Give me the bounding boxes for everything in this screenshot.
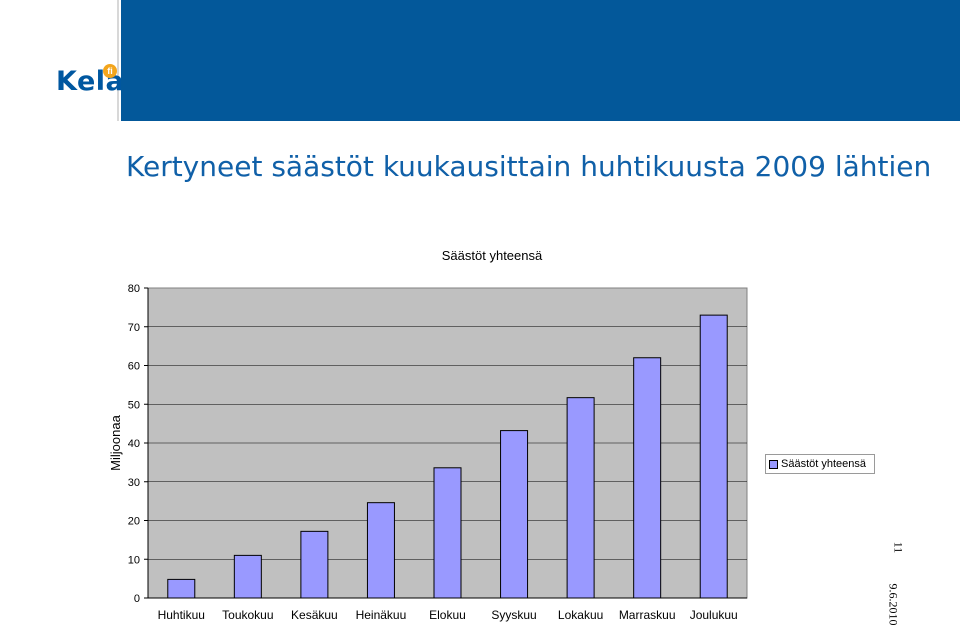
x-tick-label: Lokakuu bbox=[558, 608, 603, 622]
bar bbox=[433, 467, 462, 599]
y-tick-label: 30 bbox=[128, 477, 140, 489]
slide-date: 9.6.2010 bbox=[886, 583, 901, 626]
x-tick-label: Huhtikuu bbox=[158, 608, 205, 622]
x-tick-label: Toukokuu bbox=[222, 608, 273, 622]
y-tick-label: 20 bbox=[128, 516, 140, 528]
bar bbox=[233, 554, 262, 599]
header-blue-bar bbox=[121, 0, 960, 121]
bar bbox=[300, 530, 329, 599]
legend-swatch bbox=[769, 459, 778, 469]
bar bbox=[366, 502, 395, 599]
legend-label: Säästöt yhteensä bbox=[781, 458, 867, 470]
bar bbox=[500, 430, 529, 599]
x-tick-label: Kesäkuu bbox=[291, 608, 338, 622]
bar bbox=[167, 578, 196, 599]
y-tick-label: 70 bbox=[128, 322, 140, 334]
y-tick-label: 40 bbox=[128, 438, 140, 450]
logo-badge-icon: fi bbox=[103, 64, 117, 78]
x-tick-label: Joulukuu bbox=[690, 608, 738, 622]
bar bbox=[566, 397, 595, 599]
x-tick-label: Elokuu bbox=[429, 608, 466, 622]
x-tick-label: Marraskuu bbox=[619, 608, 676, 622]
logo-area: Kela fi bbox=[0, 0, 124, 121]
bar bbox=[633, 357, 662, 599]
y-tick-label: 0 bbox=[134, 593, 140, 605]
y-tick-label: 10 bbox=[128, 554, 140, 566]
x-tick-label: Heinäkuu bbox=[356, 608, 407, 622]
chart-legend: Säästöt yhteensä bbox=[765, 454, 875, 474]
chart-title: Säästöt yhteensä bbox=[441, 248, 543, 263]
page-number: 11 bbox=[891, 541, 906, 554]
y-tick-label: 50 bbox=[128, 399, 140, 411]
x-tick-label: Syyskuu bbox=[491, 608, 536, 622]
y-tick-label: 60 bbox=[128, 361, 140, 373]
y-axis-label: Miljoonaa bbox=[108, 414, 123, 470]
bar bbox=[699, 314, 728, 599]
y-tick-label: 80 bbox=[128, 283, 140, 295]
slide-title: Kertyneet säästöt kuukausittain huhtikuu… bbox=[126, 150, 932, 183]
